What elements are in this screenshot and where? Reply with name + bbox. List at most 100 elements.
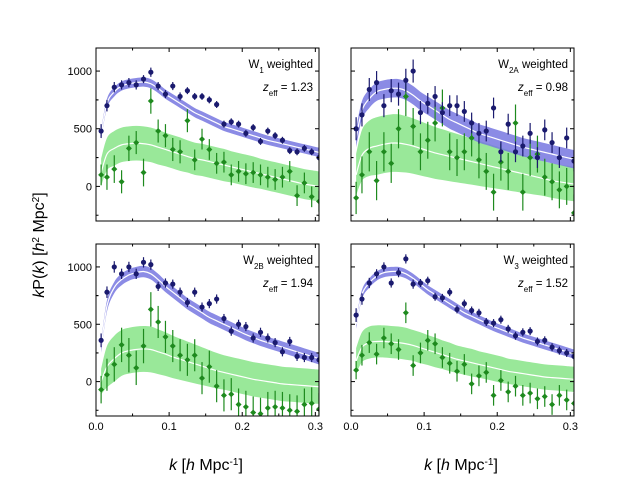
blue-point <box>133 271 139 277</box>
blue-point <box>432 294 438 300</box>
green-point <box>358 352 365 359</box>
y-axis-label: kP(k) [h2 Mpc2] <box>31 192 49 297</box>
green-point <box>505 388 512 395</box>
green-point <box>118 178 125 185</box>
green-point <box>140 343 147 350</box>
green-point <box>162 132 169 139</box>
green-point <box>191 156 198 163</box>
blue-point <box>388 280 394 286</box>
green-point <box>272 403 279 410</box>
green-point <box>395 346 402 353</box>
green-point <box>512 383 519 390</box>
panel-title: W1 weighted <box>248 59 313 75</box>
green-point <box>257 410 264 416</box>
green-point <box>155 128 162 135</box>
blue-point <box>148 69 154 75</box>
blue-point <box>483 128 489 134</box>
green-point <box>541 174 548 181</box>
panel-redshift: zeff = 1.23 <box>262 82 313 98</box>
blue-point <box>359 296 365 302</box>
blue-point <box>250 124 256 131</box>
green-point <box>133 139 140 146</box>
green-point <box>461 361 468 368</box>
blue-point <box>447 289 453 295</box>
green-point <box>571 209 574 216</box>
blue-point <box>564 350 570 356</box>
green-data-points <box>353 76 574 221</box>
green-point <box>497 377 504 384</box>
green-point <box>373 177 380 184</box>
green-point <box>213 383 220 390</box>
y-tick-label: 0 <box>86 377 92 389</box>
blue-point <box>527 328 533 334</box>
green-point <box>103 371 110 378</box>
green-point <box>235 401 242 408</box>
green-point <box>483 369 490 376</box>
green-point <box>220 159 227 166</box>
blue-point <box>417 109 424 116</box>
blue-point <box>279 349 286 355</box>
green-point <box>272 176 279 183</box>
green-point <box>527 390 534 397</box>
blue-point <box>461 108 467 115</box>
x-tick-label: 0.1 <box>161 421 176 433</box>
green-point <box>206 363 213 370</box>
blue-point <box>571 353 574 359</box>
blue-point <box>309 149 315 155</box>
blue-point <box>490 105 497 111</box>
blue-point <box>410 281 416 287</box>
blue-point <box>447 103 453 109</box>
blue-point <box>395 91 402 97</box>
green-point <box>475 156 482 163</box>
blue-point <box>214 101 220 108</box>
blue-point <box>549 344 555 350</box>
green-point <box>294 408 301 415</box>
blue-point <box>294 353 300 359</box>
blue-point <box>265 128 271 134</box>
blue-point <box>221 315 227 322</box>
green-point <box>358 171 365 178</box>
panel-title: W2B weighted <box>243 255 313 271</box>
green-point <box>177 148 184 155</box>
blue-point <box>235 321 242 327</box>
blue-point <box>272 340 278 346</box>
green-point <box>380 148 387 155</box>
green-point <box>388 340 395 347</box>
green-point <box>286 407 293 414</box>
green-point <box>549 401 556 408</box>
green-point <box>301 179 308 186</box>
blue-point <box>104 103 110 109</box>
blue-point <box>498 317 504 323</box>
green-point <box>417 148 424 155</box>
blue-point <box>301 145 307 151</box>
green-point <box>475 372 482 379</box>
green-point <box>366 148 373 155</box>
blue-point <box>520 329 526 335</box>
chart-panel-bottom-left: 0.0 0.1 0.2 0.3 0 500 1000 W2B weighted zeff = 1… <box>68 243 323 433</box>
green-point <box>388 160 395 167</box>
blue-point <box>439 295 445 301</box>
green-point <box>353 194 360 201</box>
blue-point <box>184 299 190 306</box>
blue-point <box>556 348 562 354</box>
green-point <box>125 145 132 152</box>
chart-panel-top-right: W2A weighted zeff = 0.98 <box>350 47 575 222</box>
green-point <box>235 168 242 175</box>
blue-point <box>373 80 380 86</box>
blue-point <box>490 320 497 326</box>
blue-point <box>184 88 190 94</box>
green-point <box>242 170 249 177</box>
green-point <box>286 168 293 175</box>
green-point <box>454 368 461 375</box>
blue-point <box>162 280 169 286</box>
green-point <box>432 340 439 347</box>
x-axis-label-right: k [h Mpc-1] <box>424 457 498 475</box>
green-point <box>169 343 176 350</box>
y-tick-label: 500 <box>74 124 92 136</box>
blue-point <box>111 264 117 270</box>
blue-band <box>101 77 319 157</box>
green-point <box>424 337 431 344</box>
blue-point <box>228 119 234 125</box>
blue-data-points <box>353 254 574 361</box>
green-point <box>373 351 380 358</box>
